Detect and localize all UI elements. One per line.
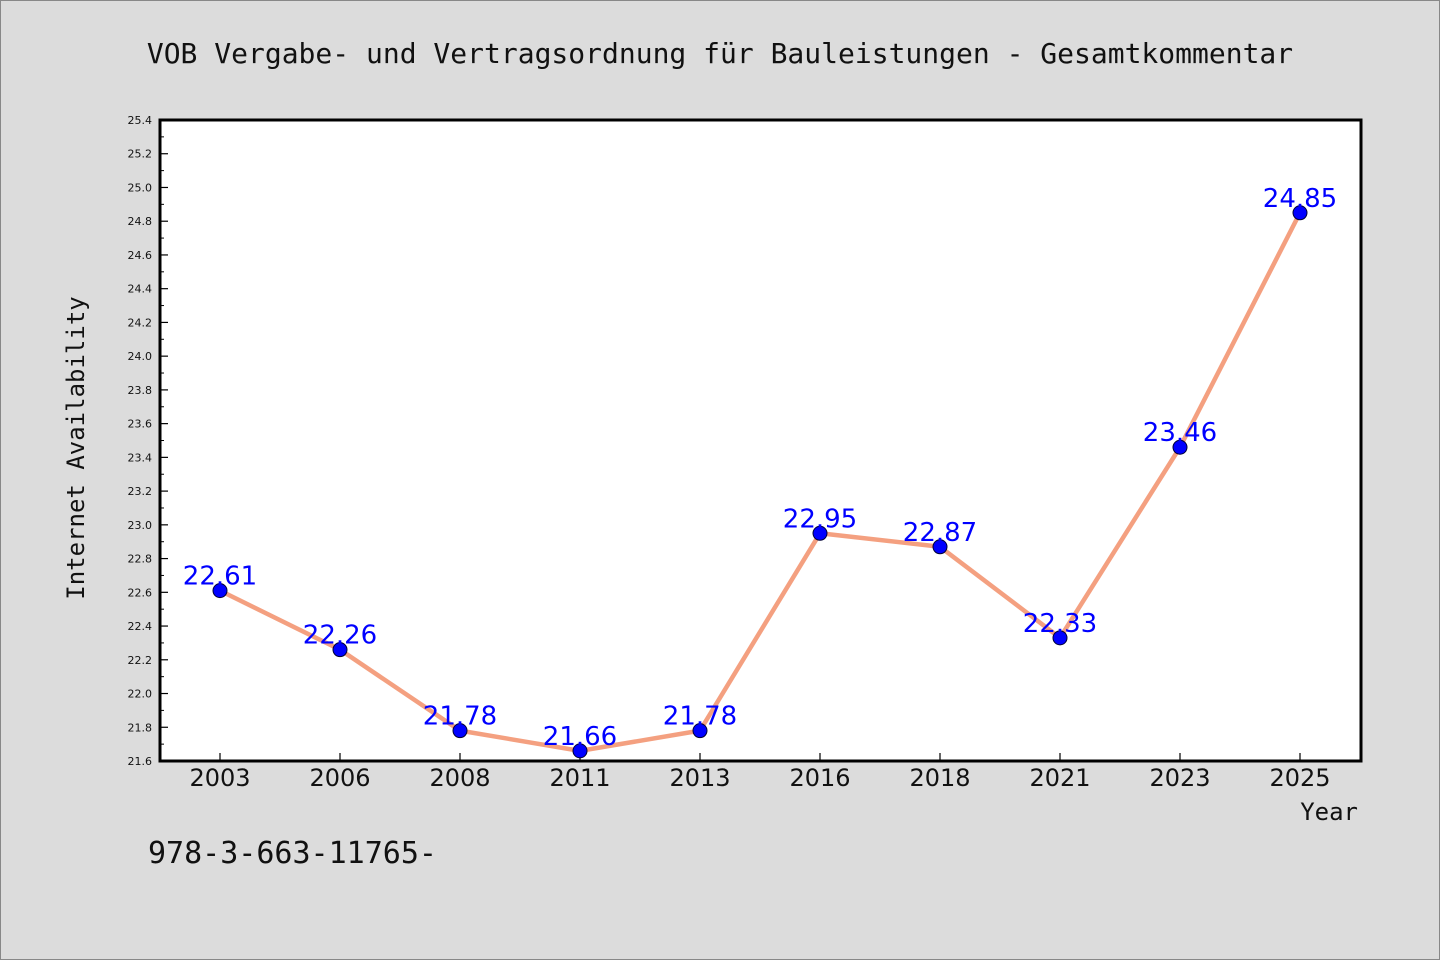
data-label: 22.95 (783, 504, 857, 534)
y-tick-label: 22.0 (128, 688, 153, 701)
y-tick-label: 25.0 (128, 181, 153, 194)
y-tick-label: 22.2 (128, 654, 153, 667)
y-tick-label: 23.4 (128, 451, 153, 464)
x-tick-label: 2025 (1269, 764, 1330, 792)
x-tick-label: 2016 (789, 764, 850, 792)
data-label: 24.85 (1263, 184, 1337, 214)
data-point (572, 743, 588, 759)
series-group: 22.61 22.26 21.78 21.66 21.78 22.95 22.87 22.33… (183, 184, 1337, 759)
y-axis-ticks: 21.6 21.8 22.0 22.2 22.4 22.6 22.8 23.0 23.2 23.4… (128, 114, 168, 768)
data-point (932, 539, 948, 555)
data-point (1052, 630, 1068, 646)
data-label: 21.78 (423, 702, 497, 732)
y-tick-label: 22.4 (128, 620, 153, 633)
data-label: 22.33 (1023, 609, 1097, 639)
y-tick-label: 23.6 (128, 418, 153, 431)
y-tick-label: 23.8 (128, 384, 153, 397)
data-point (812, 525, 828, 541)
y-tick-label: 24.0 (128, 350, 153, 363)
x-tick-label: 2013 (669, 764, 730, 792)
data-label: 22.26 (303, 621, 377, 651)
y-tick-label: 22.8 (128, 553, 153, 566)
x-tick-label: 2023 (1149, 764, 1210, 792)
data-label: 21.66 (543, 722, 617, 752)
plot-area (158, 118, 1363, 763)
data-label: 23.46 (1143, 418, 1217, 448)
data-point (332, 642, 348, 658)
y-tick-label: 24.8 (128, 215, 153, 228)
y-tick-label: 25.4 (128, 114, 153, 127)
x-axis-ticks: 2003 2006 2008 2011 2013 2016 2018 2021 2023 2025 (189, 753, 1331, 792)
isbn-text: 978-3-663-11765- (148, 836, 437, 871)
data-point (692, 723, 708, 739)
data-point (212, 583, 228, 599)
data-label: 21.78 (663, 702, 737, 732)
x-tick-label: 2006 (309, 764, 370, 792)
y-tick-label: 23.2 (128, 485, 153, 498)
x-tick-label: 2003 (189, 764, 250, 792)
y-axis-label: Internet Availability (62, 296, 90, 599)
data-point (452, 723, 468, 739)
chart-title: VOB Vergabe- und Vertragsordnung für Bau… (147, 37, 1293, 70)
y-tick-label: 23.0 (128, 519, 153, 532)
y-tick-label: 24.6 (128, 249, 153, 262)
data-point (1172, 439, 1188, 455)
y-tick-label: 24.2 (128, 316, 153, 329)
x-axis-label: Year (1300, 798, 1358, 826)
x-tick-label: 2021 (1029, 764, 1090, 792)
data-point (1292, 205, 1308, 221)
y-tick-label: 21.8 (128, 721, 153, 734)
y-tick-label: 21.6 (128, 755, 153, 768)
y-tick-label: 25.2 (128, 148, 153, 161)
series-line (219, 211, 1303, 754)
data-label: 22.61 (183, 562, 257, 592)
data-label: 22.87 (903, 518, 977, 548)
y-tick-label: 24.4 (128, 283, 153, 296)
x-tick-label: 2011 (549, 764, 610, 792)
x-tick-label: 2018 (909, 764, 970, 792)
y-tick-label: 22.6 (128, 586, 153, 599)
x-tick-label: 2008 (429, 764, 490, 792)
